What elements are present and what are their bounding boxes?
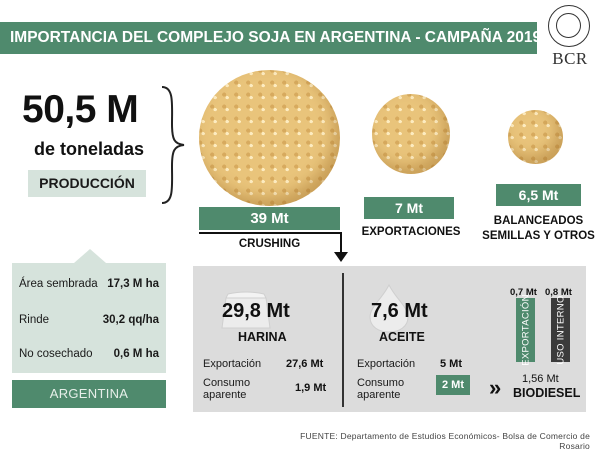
oil-drop-icon [369,283,409,333]
biodiesel-export-bar: EXPORTACIÓN [516,294,535,366]
crushing-arrow-stem [340,232,342,254]
flour-sack-icon [221,291,271,329]
stat-value: 0,6 M ha [113,348,159,360]
crushing-value-bar: 39 Mt [199,207,340,230]
source-note: FUENTE: Departamento de Estudios Económi… [300,431,590,451]
biodiesel-uso-value: 0,8 Mt [545,287,572,298]
biodiesel-export-value: 0,7 Mt [510,287,537,298]
soybeans-medium-image [372,94,450,174]
soybeans-large-image [199,70,340,206]
chevron-right-icon: » [489,375,502,400]
brace-icon [161,86,185,204]
aceite-label: ACEITE [379,330,425,344]
production-value: 50,5 M [22,88,139,131]
feed-label-line2: SEMILLAS Y OTROS [482,230,595,242]
production-badge: PRODUCCIÓN [28,170,146,197]
exports-value-bar: 7 Mt [364,197,454,219]
bcr-logo: BCR [543,5,597,69]
harina-export-value: 27,6 Mt [286,358,324,370]
feed-label-line1: BALANCEADOS [493,215,584,227]
biodiesel-total-value: 1,56 Mt [522,373,559,385]
biodiesel-label: BIODIESEL [513,386,581,400]
harina-export-label: Exportación [203,358,262,370]
feed-value-bar: 6,5 Mt [496,184,581,206]
exports-label: EXPORTACIONES [361,226,461,238]
stats-pointer [74,249,106,263]
aceite-value: 7,6 Mt [371,300,428,322]
production-unit: de toneladas [34,139,145,159]
aceite-export-label: Exportación [357,358,416,370]
panel-divider [342,273,344,407]
harina-value: 29,8 Mt [222,300,290,322]
arrow-down-icon [334,252,348,262]
stat-key: No cosechado [19,348,93,360]
harina-consumo-label-2: aparente [203,389,247,401]
crushing-arrow-line [199,232,342,234]
aceite-consumo-label-1: Consumo [357,377,405,389]
country-badge: ARGENTINA [12,380,166,408]
stat-key: Área sembrada [19,278,98,290]
stat-value: 17,3 M ha [107,278,159,290]
stat-value: 30,2 qq/ha [102,314,159,326]
soybeans-small-image [508,110,563,164]
infographic-title: IMPORTANCIA DEL COMPLEJO SOJA EN ARGENTI… [0,22,563,54]
stat-key: Rinde [19,314,50,326]
crushing-label: CRUSHING [238,238,301,250]
aceite-consumo-value: 2 Mt [436,375,470,395]
stats-panel: Área sembrada 17,3 M ha Rinde 30,2 qq/ha… [12,263,166,373]
biodiesel-uso-label: USO INTERNO [555,295,566,365]
aceite-consumo-label-2: aparente [357,389,401,401]
biodiesel-uso-bar: USO INTERNO [551,295,570,365]
aceite-export-value: 5 Mt [440,358,462,370]
harina-consumo-value: 1,9 Mt [295,382,327,394]
bcr-logo-text: BCR [552,49,588,68]
biodiesel-export-label: EXPORTACIÓN [520,294,531,366]
harina-consumo-label-1: Consumo [203,377,251,389]
bcr-seal-icon [548,5,590,47]
harina-label: HARINA [238,330,287,344]
